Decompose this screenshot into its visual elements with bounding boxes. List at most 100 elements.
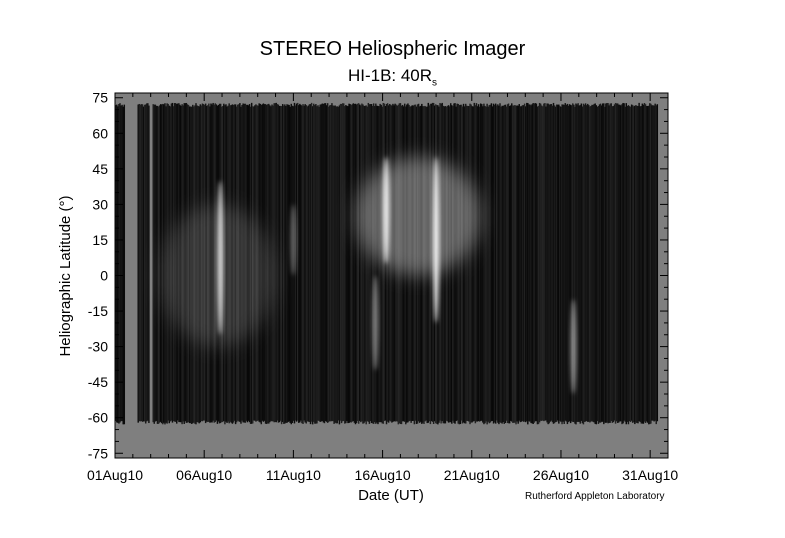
heatmap-strip: [482, 106, 484, 423]
heatmap-strip: [523, 103, 526, 422]
subtitle-main: HI-1B: 40R: [347, 66, 433, 85]
heatmap-strip: [595, 105, 598, 425]
heatmap-strip: [487, 106, 489, 422]
heatmap-strip: [119, 103, 121, 423]
heatmap-strip: [579, 105, 581, 424]
heatmap-strip: [522, 105, 525, 422]
subtitle-subscript: s: [432, 77, 438, 89]
heatmap-strip: [605, 103, 607, 423]
heatmap-strip: [502, 105, 504, 423]
heatmap-strip: [648, 105, 650, 425]
heatmap-strip: [307, 105, 310, 422]
heatmap-strip: [484, 105, 486, 424]
heatmap-strip: [509, 105, 512, 421]
heatmap-strip: [623, 103, 625, 421]
heatmap-strip: [618, 104, 620, 423]
heatmap-strip: [122, 106, 124, 425]
heatmap-strip: [620, 105, 622, 422]
heatmap-strip: [463, 106, 466, 424]
heatmap-strip: [634, 105, 636, 425]
heatmap-strip: [274, 103, 276, 423]
heatmap-strip: [455, 106, 457, 422]
x-tick-label: 01Aug10: [87, 467, 143, 483]
heatmap-strip: [142, 106, 145, 422]
heatmap-strip: [490, 103, 493, 422]
heatmap-strip: [564, 103, 567, 421]
x-tick-label: 06Aug10: [176, 467, 232, 483]
heatmap-strip: [314, 105, 316, 424]
heatmap-strip: [474, 105, 477, 424]
heatmap-strip: [458, 105, 461, 425]
heatmap-features: [159, 156, 577, 395]
heatmap-strip: [566, 103, 569, 425]
heatmap-strip: [333, 105, 335, 424]
heatmap-strip: [603, 103, 605, 425]
heatmap-strip: [286, 104, 288, 423]
heatmap-strip: [613, 104, 616, 421]
y-axis: -75 -60 -45 -30 -15 0 15 30 45 60 75: [88, 90, 668, 461]
heatmap-strip: [488, 105, 491, 424]
heatmap-strip: [470, 104, 472, 423]
heatmap-strip: [608, 105, 610, 423]
heatmap-strip: [300, 104, 302, 421]
y-tick-label: -60: [88, 410, 108, 426]
heatmap-strip: [534, 103, 537, 422]
heatmap-strip: [619, 104, 621, 422]
heatmap-strip: [645, 105, 648, 422]
heatmap-strip: [650, 103, 652, 424]
heatmap-strip: [460, 104, 463, 421]
heatmap-strip: [121, 104, 123, 422]
bright-streak-feature: [383, 156, 390, 264]
heatmap-strip: [655, 105, 657, 425]
heatmap-strip: [520, 106, 523, 422]
heatmap-strip: [514, 105, 516, 423]
heatmap-strip: [546, 103, 548, 423]
heatmap-strip: [120, 105, 122, 422]
heatmap-strip: [625, 103, 628, 425]
heatmap-strip: [602, 103, 604, 422]
heatmap-strip: [521, 105, 524, 421]
heatmap-strip: [537, 105, 540, 425]
heatmap-strip: [489, 104, 492, 423]
heatmap-strip: [511, 103, 513, 422]
heatmap-strip: [600, 105, 603, 422]
heatmap-strip: [378, 106, 380, 423]
heatmap-strip: [555, 104, 558, 422]
heatmap-strip: [557, 104, 559, 421]
heatmap-strip: [364, 105, 366, 422]
heatmap-strip: [338, 105, 341, 425]
heatmap-strip: [372, 103, 375, 424]
heatmap-strip: [563, 104, 565, 424]
heatmap-strip: [593, 103, 595, 423]
heatmap-strip: [643, 103, 646, 422]
x-tick-label: 26Aug10: [533, 467, 589, 483]
heatmap-strip: [503, 105, 505, 424]
heatmap-strip: [285, 106, 287, 423]
heatmap-strip: [590, 105, 592, 422]
heatmap-strip: [322, 103, 325, 423]
heatmap-strip: [576, 104, 578, 422]
heatmap-strip: [363, 106, 365, 424]
heatmap-strip: [357, 103, 360, 424]
y-tick-label: 0: [100, 268, 108, 284]
heatmap-strip: [147, 103, 149, 421]
diffuse-bright-region: [355, 156, 481, 276]
heatmap-strip: [356, 103, 359, 422]
heatmap-strip: [139, 104, 142, 422]
heatmap-strip: [497, 104, 499, 423]
heatmap-strip: [598, 104, 601, 423]
heatmap-strip: [345, 104, 347, 424]
heatmap-strip: [331, 103, 333, 421]
heatmap-strip: [475, 103, 478, 422]
bright-streak-feature: [217, 180, 224, 335]
heatmap-strip: [505, 106, 508, 421]
heatmap-strip: [148, 105, 150, 424]
heatmap-strip: [359, 104, 361, 421]
heatmap-strip: [628, 106, 631, 422]
heatmap-strip: [621, 104, 623, 425]
heatmap-strip: [624, 106, 626, 422]
heatmap-strip: [374, 106, 376, 423]
y-tick-label: -30: [88, 339, 108, 355]
